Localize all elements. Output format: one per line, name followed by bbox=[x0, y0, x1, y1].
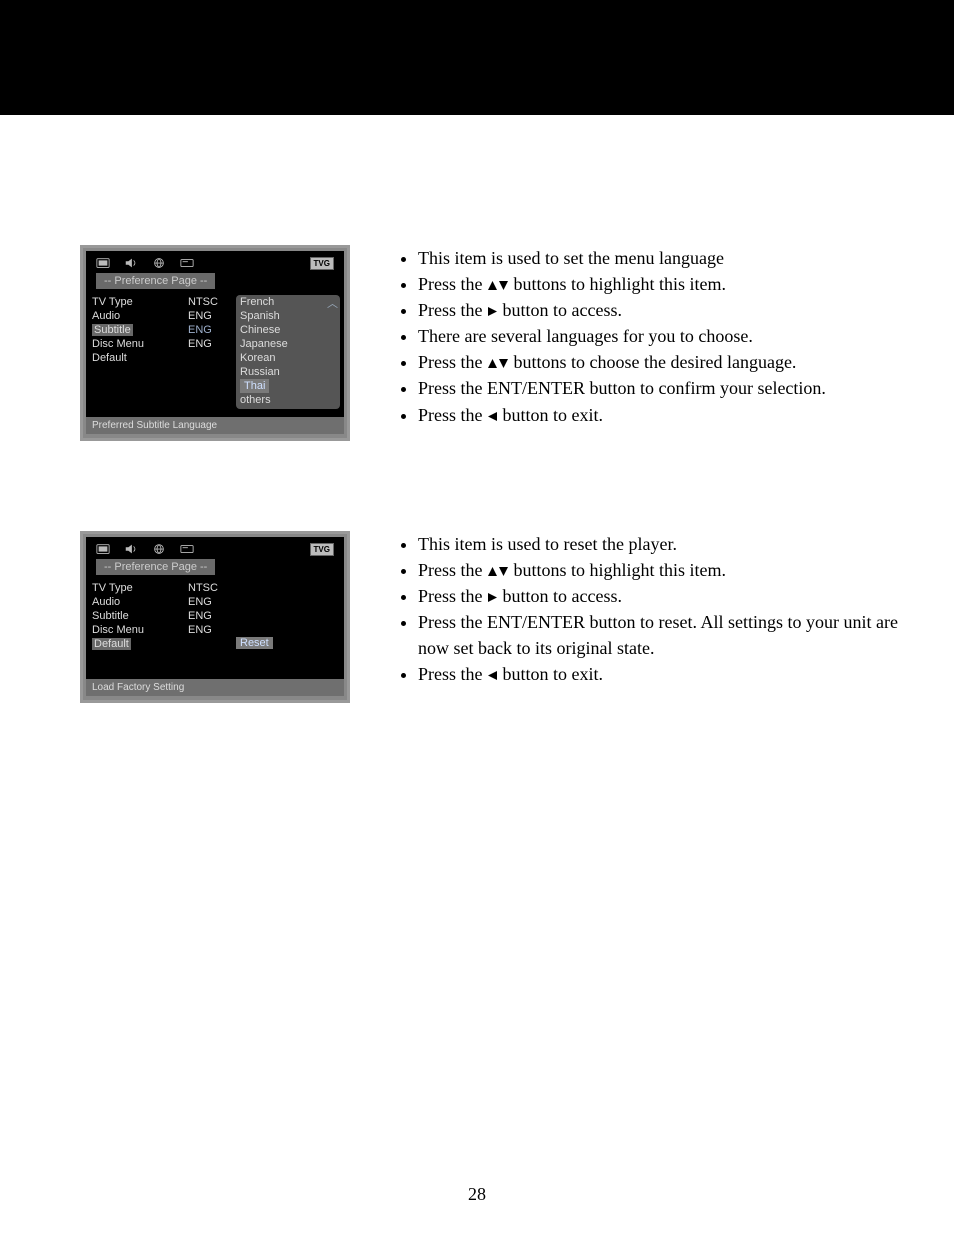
option-item: Spanish bbox=[240, 309, 336, 323]
menu-item: Disc Menu bbox=[92, 623, 188, 637]
menu-value: ENG bbox=[188, 337, 232, 351]
option-item: Thai bbox=[240, 379, 336, 393]
menu-value: ENG bbox=[188, 609, 232, 623]
section-subtitle-language: TVG -- Preference Page -- TV TypeAudioSu… bbox=[80, 245, 914, 441]
instruction-item: Press the buttons to choose the desired … bbox=[418, 349, 826, 375]
instruction-item: Press the button to exit. bbox=[418, 402, 826, 428]
instruction-item: Press the button to exit. bbox=[418, 661, 914, 687]
instruction-item: Press the buttons to highlight this item… bbox=[418, 271, 826, 297]
osd-screenshot-1: TVG -- Preference Page -- TV TypeAudioSu… bbox=[80, 245, 350, 441]
osd-icon-row: TVG bbox=[86, 251, 344, 273]
menu-item: Audio bbox=[92, 309, 188, 323]
option-item: Chinese bbox=[240, 323, 336, 337]
menu-value: ENG bbox=[188, 595, 232, 609]
menu-value: ENG bbox=[188, 323, 232, 337]
menu-value: NTSC bbox=[188, 581, 232, 595]
instruction-item: Press the button to access. bbox=[418, 583, 914, 609]
instructions-1: This item is used to set the menu langua… bbox=[388, 245, 826, 428]
globe-icon bbox=[152, 543, 166, 555]
tv-icon bbox=[96, 543, 110, 555]
menu-item: Audio bbox=[92, 595, 188, 609]
menu-item: TV Type bbox=[92, 581, 188, 595]
menu-item: Subtitle bbox=[92, 609, 188, 623]
menu-value: ENG bbox=[188, 623, 232, 637]
tv-icon bbox=[96, 257, 110, 269]
option-item: Russian bbox=[240, 365, 336, 379]
speaker-icon bbox=[124, 257, 138, 269]
page-number: 28 bbox=[0, 1184, 954, 1205]
instruction-item: Press the buttons to highlight this item… bbox=[418, 557, 914, 583]
tvg-badge: TVG bbox=[310, 257, 334, 270]
menu-value: NTSC bbox=[188, 295, 232, 309]
menu-value: ENG bbox=[188, 309, 232, 323]
card-icon bbox=[180, 543, 194, 555]
option-item: others bbox=[240, 393, 336, 407]
option-item: French bbox=[240, 295, 336, 309]
menu-item: TV Type bbox=[92, 295, 188, 309]
card-icon bbox=[180, 257, 194, 269]
header-black-bar bbox=[0, 0, 954, 115]
option-item: Korean bbox=[240, 351, 336, 365]
osd-screenshot-2: TVG -- Preference Page -- TV TypeAudioSu… bbox=[80, 531, 350, 703]
osd-icon-row: TVG bbox=[86, 537, 344, 559]
instructions-2: This item is used to reset the player.Pr… bbox=[388, 531, 914, 688]
osd-footer: Preferred Subtitle Language bbox=[86, 417, 344, 434]
option-item: Japanese bbox=[240, 337, 336, 351]
section-default-reset: TVG -- Preference Page -- TV TypeAudioSu… bbox=[80, 531, 914, 703]
instruction-item: This item is used to set the menu langua… bbox=[418, 245, 826, 271]
reset-option: Reset bbox=[236, 637, 273, 649]
menu-item: Disc Menu bbox=[92, 337, 188, 351]
globe-icon bbox=[152, 257, 166, 269]
instruction-item: This item is used to reset the player. bbox=[418, 531, 914, 557]
instruction-item: There are several languages for you to c… bbox=[418, 323, 826, 349]
speaker-icon bbox=[124, 543, 138, 555]
menu-item: Default bbox=[92, 637, 188, 651]
instruction-item: Press the ENT/ENTER button to reset. All… bbox=[418, 609, 914, 661]
tvg-badge: TVG bbox=[310, 543, 334, 556]
osd-title: -- Preference Page -- bbox=[96, 273, 215, 289]
scroll-up-icon: ︿ bbox=[327, 295, 338, 311]
menu-item: Subtitle bbox=[92, 323, 188, 337]
instruction-item: Press the ENT/ENTER button to confirm yo… bbox=[418, 375, 826, 401]
osd-title: -- Preference Page -- bbox=[96, 559, 215, 575]
menu-item: Default bbox=[92, 351, 188, 365]
instruction-item: Press the button to access. bbox=[418, 297, 826, 323]
osd-footer: Load Factory Setting bbox=[86, 679, 344, 696]
